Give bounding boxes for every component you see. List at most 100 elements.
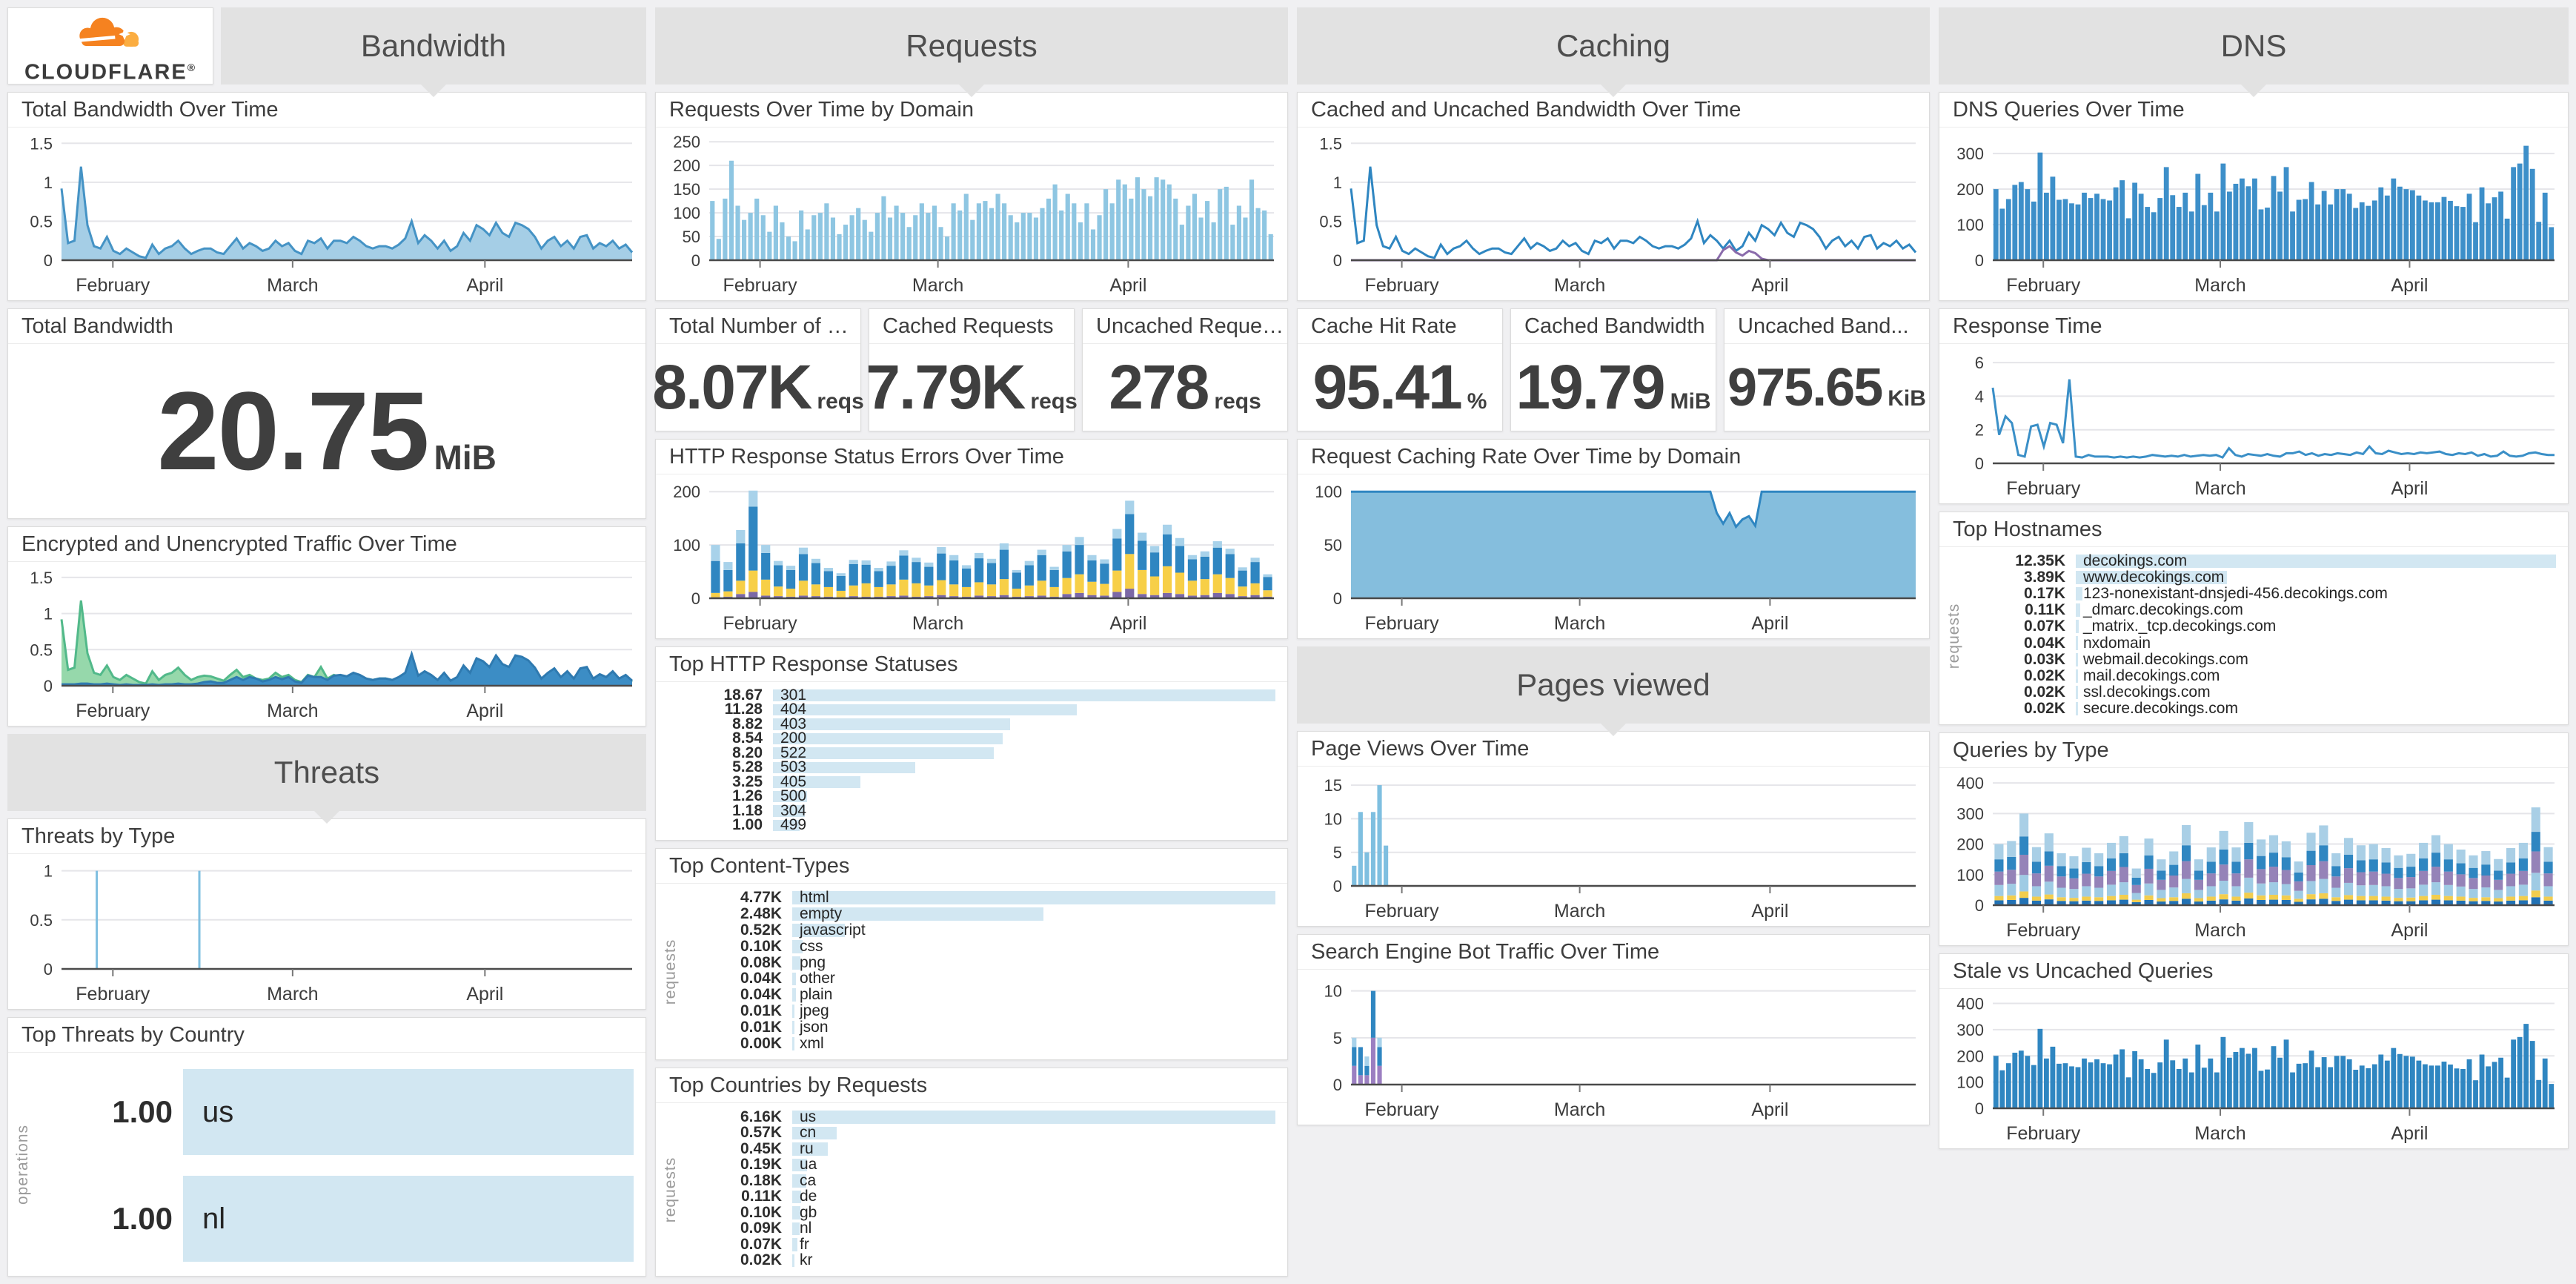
list-item[interactable]: 0.04K other [694,970,1275,987]
list-item[interactable]: 0.57K cn [694,1124,1275,1141]
panel-title[interactable]: Requests Over Time by Domain [656,93,1287,128]
list-item[interactable]: 0.03K webmail.decokings.com [1978,651,2556,668]
countries-list[interactable]: 6.16K us 0.57K cn 0.45K ru 0.19K ua 0.18K ca 0.11K… [656,1103,1287,1276]
panel-title[interactable]: Total Bandwidth [8,309,645,344]
section-header-threats[interactable]: Threats [7,734,646,824]
panel-title[interactable]: Uncached Band... [1724,309,1929,344]
list-item[interactable]: 0.11K de [694,1188,1275,1205]
panel-title[interactable]: Response Time [1939,309,2568,344]
list-item[interactable]: 0.02K kr [694,1251,1275,1268]
requests-over-time-bar-chart[interactable]: 0 50 100 150 200 250 February March April [656,128,1287,300]
panel-title[interactable]: HTTP Response Status Errors Over Time [656,440,1287,474]
content-types-list[interactable]: 4.77K html 2.48K empty 0.52K javascript 0.10K c… [656,884,1287,1059]
list-item[interactable]: 0.01K jpeg [694,1002,1275,1019]
row-label: 403 [780,715,807,732]
list-item[interactable]: 1.26 500 [675,787,1275,804]
top-statuses-list[interactable]: 18.67 301 11.28 404 8.82 403 8.54 200 8.20 522 5.2… [656,682,1287,840]
page-views-bar-chart[interactable]: 0 5 10 15 February March April [1298,767,1929,926]
list-item[interactable]: 12.35K decokings.com [1978,552,2556,569]
list-item[interactable]: 1.18 304 [675,802,1275,819]
section-header-requests[interactable]: Requests [655,7,1288,97]
list-item[interactable]: 0.10K css [694,938,1275,955]
list-item[interactable]: 3.25 405 [675,772,1275,790]
list-item[interactable]: 0.07K fr [694,1236,1275,1253]
queries-by-type-stacked-bar-chart[interactable]: 0 100 200 300 400 February March April [1939,768,2568,945]
panel-title[interactable]: Queries by Type [1939,733,2568,768]
list-item[interactable]: 0.01K json [694,1019,1275,1036]
panel-title[interactable]: Total Bandwidth Over Time [8,93,645,128]
svg-text:0.5: 0.5 [30,911,53,930]
section-header-pages-viewed[interactable]: Pages viewed [1297,646,1930,736]
list-item[interactable]: 0.02K ssl.decokings.com [1978,684,2556,701]
list-item[interactable]: 1.00 nl [47,1176,634,1262]
panel-title[interactable]: DNS Queries Over Time [1939,93,2568,128]
panel-title[interactable]: Stale vs Uncached Queries [1939,954,2568,989]
panel-title[interactable]: Top Countries by Requests [656,1068,1287,1103]
section-header-bandwidth[interactable]: Bandwidth [221,7,646,97]
response-time-line-chart[interactable]: 0 2 4 6 February March April [1939,344,2568,503]
panel-encrypted-traffic: Encrypted and Unencrypted Traffic Over T… [7,526,646,727]
row-bar [792,972,797,986]
caching-rate-area-chart[interactable]: 0 50 100 February March April [1298,474,1929,638]
section-header-dns[interactable]: DNS [1939,7,2569,97]
list-item[interactable]: 0.02K secure.decokings.com [1978,699,2556,717]
list-item[interactable]: 0.09K nl [694,1220,1275,1237]
list-item[interactable]: 4.77K html [694,889,1275,906]
panel-title[interactable]: Cached Requests [869,309,1074,344]
hostnames-list[interactable]: 12.35K decokings.com 3.89K www.decokings.co… [1939,547,2568,724]
panel-title[interactable]: Top Threats by Country [8,1018,645,1053]
cached-uncached-line-chart[interactable]: 0 0.5 1 1.5 February March April [1298,128,1929,300]
panel-title[interactable]: Top HTTP Response Statuses [656,647,1287,682]
list-item[interactable]: 0.17K 123-nonexistant-dnsjedi-456.decokin… [1978,585,2556,602]
list-item[interactable]: 0.52K javascript [694,921,1275,939]
list-item[interactable]: 0.45K ru [694,1140,1275,1157]
panel-title[interactable]: Cached Bandwidth [1511,309,1716,344]
list-item[interactable]: 8.54 200 [675,729,1275,747]
list-item[interactable]: 2.48K empty [694,905,1275,922]
panel-title[interactable]: Cached and Uncached Bandwidth Over Time [1298,93,1929,128]
panel-title[interactable]: Cache Hit Rate [1298,309,1502,344]
list-item[interactable]: 1.00 us [47,1069,634,1155]
stale-uncached-bar-chart[interactable]: 0 100 200 300 400 February March April [1939,989,2568,1148]
list-item[interactable]: 0.19K ua [694,1156,1275,1173]
section-header-caching[interactable]: Caching [1297,7,1930,97]
list-item[interactable]: 6.16K us [694,1108,1275,1125]
panel-title[interactable]: Search Engine Bot Traffic Over Time [1298,935,1929,970]
panel-title[interactable]: Request Caching Rate Over Time by Domain [1298,440,1929,474]
panel-title[interactable]: Total Number of Re... [656,309,860,344]
list-item[interactable]: 0.07K _matrix._tcp.decokings.com [1978,618,2556,635]
list-item[interactable]: 0.04K nxdomain [1978,635,2556,652]
list-item[interactable]: 0.08K png [694,954,1275,971]
row-value: 1.00 [112,1201,173,1236]
list-item[interactable]: 8.20 522 [675,744,1275,761]
panel-title[interactable]: Top Hostnames [1939,512,2568,547]
row-bar [792,1254,795,1267]
panel-title[interactable]: Page Views Over Time [1298,732,1929,767]
list-item[interactable]: 0.18K ca [694,1172,1275,1189]
top-threats-country-list[interactable]: 1.00 us 1.00 nl [8,1053,645,1276]
encrypted-traffic-area-chart[interactable]: 0 0.5 1 1.5 February March April [8,562,645,726]
panel-title[interactable]: Top Content-Types [656,849,1287,884]
panel-title[interactable]: Uncached Requests [1083,309,1287,344]
panel-title[interactable]: Threats by Type [8,819,645,854]
list-item[interactable]: 0.00K xml [694,1035,1275,1052]
bot-traffic-stacked-bar-chart[interactable]: 0 5 10 February March April [1298,970,1929,1125]
list-item[interactable]: 1.00 499 [675,816,1275,833]
list-item[interactable]: 0.04K plain [694,986,1275,1003]
threats-by-type-bar-chart[interactable]: 0 0.5 1 February March April [8,854,645,1009]
list-item[interactable]: 8.82 403 [675,715,1275,732]
panel-title[interactable]: Encrypted and Unencrypted Traffic Over T… [8,527,645,562]
http-errors-stacked-bar-chart[interactable]: 0 100 200 February March April [656,474,1287,638]
list-item[interactable]: 5.28 503 [675,758,1275,775]
list-item[interactable]: 0.10K gb [694,1204,1275,1221]
list-item[interactable]: 18.67 301 [675,686,1275,704]
total-bandwidth-area-chart[interactable]: 0 0.5 1 1.5 February March April [8,128,645,300]
list-item[interactable]: 0.11K _dmarc.decokings.com [1978,601,2556,618]
dns-queries-bar-chart[interactable]: 0 100 200 300 February March April [1939,128,2568,300]
list-item[interactable]: 3.89K www.decokings.com [1978,569,2556,586]
list-item[interactable]: 0.02K mail.decokings.com [1978,667,2556,684]
list-item[interactable]: 11.28 404 [675,701,1275,718]
svg-text:February: February [1365,1099,1440,1120]
row-value: 3.25 [732,772,763,790]
row-value: 0.02K [2023,699,2065,717]
